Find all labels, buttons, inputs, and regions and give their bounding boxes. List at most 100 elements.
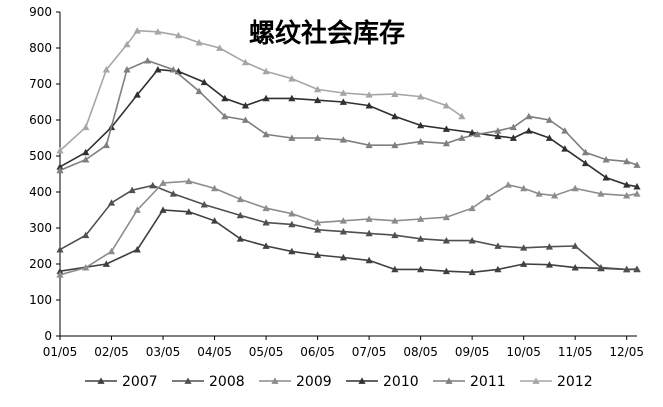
data-point-2011 xyxy=(545,116,554,123)
data-point-2012 xyxy=(154,28,162,35)
data-point-2007 xyxy=(185,208,193,215)
data-point-2007 xyxy=(365,256,373,264)
data-point-2011 xyxy=(442,139,450,147)
data-point-2012 xyxy=(174,31,183,39)
x-tick-label: 05/05 xyxy=(249,345,284,359)
data-point-2008 xyxy=(571,242,579,249)
data-point-2009 xyxy=(262,204,270,212)
data-point-2007 xyxy=(288,247,296,255)
data-point-2010 xyxy=(581,159,590,167)
data-point-2011 xyxy=(473,130,481,138)
data-point-2008 xyxy=(468,237,476,244)
x-tick-label: 04/05 xyxy=(197,345,232,359)
x-tick-label: 02/05 xyxy=(94,345,129,359)
data-point-2010 xyxy=(561,145,569,152)
data-point-2010 xyxy=(633,183,641,190)
data-point-2010 xyxy=(200,78,208,86)
data-point-2007 xyxy=(339,253,347,261)
data-point-2010 xyxy=(221,94,229,102)
data-point-2011 xyxy=(262,130,270,138)
data-point-2011 xyxy=(195,87,203,95)
data-point-2012 xyxy=(442,102,450,109)
x-tick-label: 11/05 xyxy=(558,345,593,359)
y-tick-label: 900 xyxy=(29,5,52,19)
data-point-2010 xyxy=(494,132,502,140)
data-point-2008 xyxy=(128,186,136,194)
x-tick-label: 12/05 xyxy=(609,345,644,359)
data-point-2009 xyxy=(107,247,116,255)
data-point-2007 xyxy=(468,268,476,276)
data-point-2009 xyxy=(391,217,399,224)
series-2007 xyxy=(56,206,641,276)
data-point-2011 xyxy=(561,127,569,134)
data-point-2009 xyxy=(133,206,141,213)
data-point-2011 xyxy=(288,134,296,141)
y-tick-label: 600 xyxy=(29,113,52,127)
data-point-2008 xyxy=(288,220,296,228)
legend-marker xyxy=(445,377,453,384)
data-point-2012 xyxy=(216,44,224,51)
series-line-2007 xyxy=(59,209,638,274)
data-point-2011 xyxy=(365,141,373,149)
data-point-2012 xyxy=(195,39,203,46)
data-point-2009 xyxy=(56,271,64,278)
data-point-2008 xyxy=(623,265,631,273)
data-point-2009 xyxy=(504,181,512,188)
data-point-2012 xyxy=(123,40,131,48)
data-point-2007 xyxy=(159,206,167,213)
data-point-2011 xyxy=(633,161,641,168)
data-point-2010 xyxy=(339,98,347,105)
x-tick-label: 08/05 xyxy=(403,345,438,359)
series-2011 xyxy=(56,57,641,174)
data-point-2008 xyxy=(82,231,90,239)
data-point-2011 xyxy=(417,138,425,145)
legend-item-2007: 2007 xyxy=(85,374,158,390)
data-point-2012 xyxy=(365,91,373,98)
data-point-2007 xyxy=(133,246,141,253)
legend-item-2009: 2009 xyxy=(259,374,332,390)
legend-marker xyxy=(97,377,105,384)
series-2009 xyxy=(56,177,641,278)
legend-label: 2012 xyxy=(557,374,593,390)
data-point-2007 xyxy=(210,217,219,224)
data-point-2009 xyxy=(417,215,425,222)
data-point-2008 xyxy=(339,228,347,235)
data-point-2007 xyxy=(391,265,399,273)
data-point-2009 xyxy=(339,217,347,224)
data-point-2011 xyxy=(581,148,590,156)
legend-label: 2010 xyxy=(383,374,419,390)
data-point-2011 xyxy=(102,141,110,149)
data-point-2010 xyxy=(82,148,90,156)
data-point-2011 xyxy=(169,66,177,73)
legend-item-2010: 2010 xyxy=(346,374,419,390)
data-point-2011 xyxy=(82,156,90,163)
legend-item-2012: 2012 xyxy=(520,374,593,390)
legend: 2007 2008 2009 2010 2011 2012 xyxy=(85,374,593,390)
data-point-2012 xyxy=(82,123,90,131)
legend-marker xyxy=(271,377,279,384)
data-point-2007 xyxy=(102,260,110,267)
data-point-2007 xyxy=(520,260,528,267)
data-point-2008 xyxy=(520,244,528,251)
data-point-2011 xyxy=(458,134,466,141)
data-point-2009 xyxy=(468,204,476,212)
data-point-2009 xyxy=(483,193,492,201)
data-point-2008 xyxy=(107,199,116,206)
data-point-2008 xyxy=(262,219,270,226)
data-point-2011 xyxy=(391,141,399,149)
data-point-2009 xyxy=(535,190,543,197)
x-tick-label: 06/05 xyxy=(300,345,335,359)
data-point-2010 xyxy=(313,96,322,104)
data-point-2009 xyxy=(159,179,167,186)
data-point-2010 xyxy=(56,163,64,170)
data-point-2007 xyxy=(545,261,554,268)
x-tick-label: 03/05 xyxy=(146,345,181,359)
data-point-2011 xyxy=(494,127,502,134)
y-tick-label: 200 xyxy=(29,257,52,271)
data-point-2008 xyxy=(597,264,605,271)
data-point-2008 xyxy=(200,201,208,208)
data-point-2009 xyxy=(365,215,373,222)
data-point-2010 xyxy=(391,112,399,120)
x-tick-label: 10/05 xyxy=(506,345,541,359)
data-point-2011 xyxy=(241,116,250,123)
